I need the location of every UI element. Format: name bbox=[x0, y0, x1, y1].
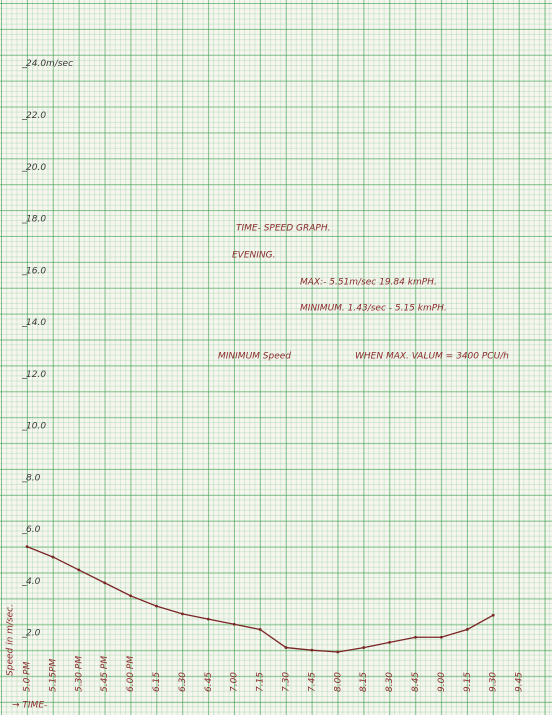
x-tick-label: 6.00 PM bbox=[126, 656, 136, 692]
annotation: MINIMUM. 1.43/sec - 5.15 kmPH. bbox=[300, 304, 447, 314]
y-tick-label: 16.0 bbox=[26, 266, 46, 276]
data-point bbox=[362, 646, 366, 649]
chart-subtitle: EVENING. bbox=[232, 251, 275, 261]
x-axis-label: → TIME- bbox=[12, 701, 47, 711]
y-tick-label: 2.0 bbox=[26, 629, 41, 639]
x-tick-label: 5.45 PM bbox=[100, 656, 110, 692]
x-tick-label: 5.15PM bbox=[48, 659, 58, 692]
x-tick-label: 8.15 bbox=[359, 672, 369, 692]
y-tick-label: 18.0 bbox=[26, 215, 46, 225]
y-tick-label: 20.0 bbox=[26, 163, 46, 173]
y-axis-label: Speed in m/sec. bbox=[6, 604, 16, 676]
data-point bbox=[491, 613, 495, 617]
x-tick-label: 5.0 PM bbox=[23, 661, 33, 692]
data-point bbox=[440, 635, 443, 639]
y-tick-label: 22.0 bbox=[26, 111, 46, 121]
data-point bbox=[206, 617, 210, 621]
y-tick-label: 4.0 bbox=[26, 577, 41, 587]
x-tick-label: 7.15 bbox=[256, 672, 266, 692]
annotation: MINIMUM Speed bbox=[218, 352, 291, 362]
x-tick-label: 9.00 bbox=[437, 672, 447, 692]
x-tick-label: 6.30 bbox=[178, 672, 188, 692]
data-point bbox=[232, 622, 236, 626]
x-tick-label: 7.30 bbox=[282, 672, 292, 692]
data-point bbox=[336, 650, 340, 654]
data-point bbox=[310, 648, 314, 652]
x-tick-label: 8.00 bbox=[333, 672, 343, 692]
data-point bbox=[258, 628, 262, 631]
annotation: MAX:- 5.51m/sec 19.84 kmPH. bbox=[300, 278, 437, 288]
x-tick-label: 8.30 bbox=[385, 672, 395, 692]
data-point bbox=[25, 545, 29, 549]
x-tick-label: 8.45 bbox=[411, 672, 421, 692]
x-tick-label: 9.45 bbox=[515, 672, 525, 692]
y-tick-label: 6.0 bbox=[26, 525, 41, 535]
y-tick-label: 8.0 bbox=[26, 473, 41, 483]
x-tick-label: 9.30 bbox=[489, 672, 499, 692]
data-point bbox=[284, 646, 288, 649]
data-point bbox=[414, 635, 417, 639]
data-point bbox=[103, 581, 107, 585]
data-point bbox=[155, 604, 158, 608]
speed-line bbox=[26, 546, 494, 653]
x-tick-label: 6.15 bbox=[152, 672, 162, 692]
x-tick-label: 9.15 bbox=[463, 672, 473, 692]
y-tick-label: 14.0 bbox=[26, 318, 46, 328]
data-point bbox=[51, 555, 55, 559]
data-point bbox=[181, 612, 184, 616]
y-tick-label: 12.0 bbox=[26, 370, 46, 380]
chart-title: TIME- SPEED GRAPH. bbox=[236, 224, 330, 234]
data-point bbox=[465, 628, 469, 631]
data-point bbox=[77, 568, 81, 572]
x-tick-label: 7.45 bbox=[307, 672, 317, 692]
annotation: WHEN MAX. VALUM = 3400 PCU/h bbox=[355, 352, 509, 362]
x-tick-label: 6.45 bbox=[204, 672, 214, 692]
data-point bbox=[388, 641, 391, 644]
y-tick-label: 10.0 bbox=[26, 422, 46, 432]
x-tick-label: 7.00 bbox=[230, 672, 240, 692]
data-point bbox=[129, 594, 133, 598]
y-tick-label: 24.0m/sec bbox=[26, 59, 73, 69]
x-tick-label: 5.30 PM bbox=[74, 656, 84, 692]
